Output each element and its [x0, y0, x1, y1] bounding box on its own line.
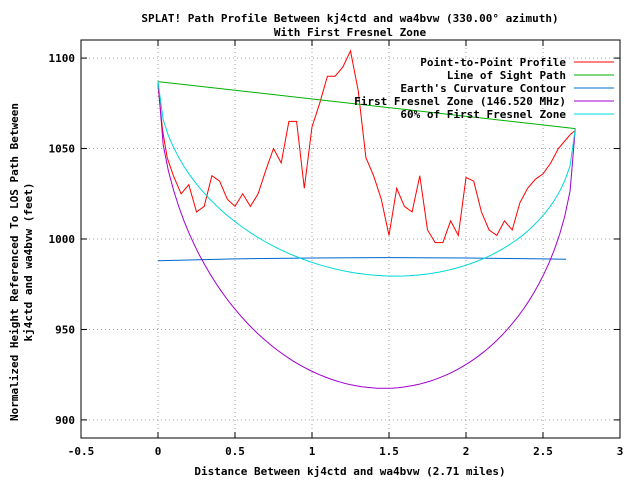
x-tick-label: 1.5: [379, 445, 399, 458]
x-tick-label: 0: [155, 445, 162, 458]
y-tick-label: 900: [55, 414, 75, 427]
legend-label-0: Point-to-Point Profile: [420, 56, 566, 69]
x-tick-label: 2: [463, 445, 470, 458]
y-tick-label: 950: [55, 323, 75, 336]
y-tick-label: 1100: [49, 52, 76, 65]
series-lines: [157, 49, 576, 389]
series-line-4: [157, 81, 576, 277]
legend-label-1: Line of Sight Path: [447, 69, 566, 82]
y-axis-label-line2: kj4ctd and wa4bvw (feet): [22, 183, 35, 342]
y-tick-label: 1050: [49, 143, 76, 156]
chart-subtitle: With First Fresnel Zone: [274, 26, 427, 39]
series-line-2: [157, 257, 567, 262]
legend-label-2: Earth's Curvature Contour: [400, 82, 566, 95]
x-tick-label: 0.5: [225, 445, 245, 458]
legend-label-3: First Fresnel Zone (146.520 MHz): [354, 95, 566, 108]
series-line-1: [157, 81, 576, 130]
series-line-0: [157, 49, 576, 244]
x-tick-label: 2.5: [533, 445, 553, 458]
x-tick-label: -0.5: [68, 445, 95, 458]
x-axis-label: Distance Between kj4ctd and wa4bvw (2.71…: [194, 465, 505, 478]
chart-title: SPLAT! Path Profile Between kj4ctd and w…: [141, 12, 558, 25]
axis-ticks: -0.5 0 0.5 1 1.5 2 2.5 3 900 950 1000 1050 1100: [49, 40, 624, 458]
series-line-3: [157, 81, 576, 389]
x-tick-label: 3: [617, 445, 624, 458]
legend-label-4: 60% of First Fresnel Zone: [400, 108, 566, 121]
x-tick-label: 1: [309, 445, 316, 458]
y-axis-label-line1: Normalized Height Referenced To LOS Path…: [8, 103, 21, 421]
y-tick-label: 1000: [49, 233, 76, 246]
